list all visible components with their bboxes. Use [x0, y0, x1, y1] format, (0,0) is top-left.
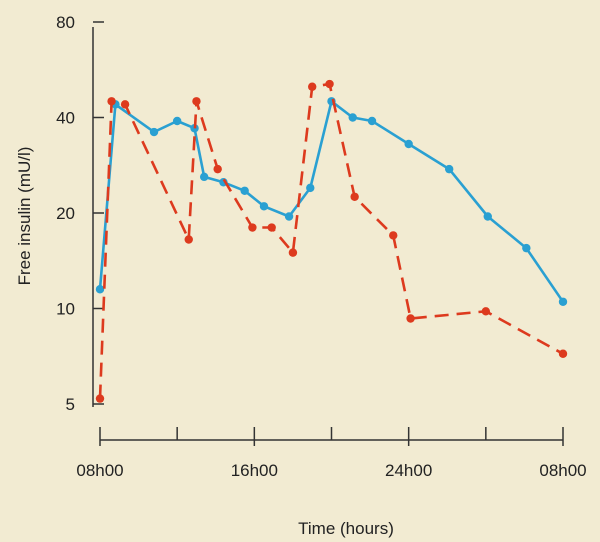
- data-point: [240, 186, 249, 195]
- data-point: [325, 79, 334, 89]
- data-point: [213, 164, 222, 174]
- data-point: [483, 212, 492, 221]
- data-point: [95, 394, 105, 403]
- data-point: [184, 235, 193, 244]
- data-point: [267, 223, 276, 232]
- y-axis: 5 10 20 40 80: [56, 13, 104, 414]
- y-tick-label: 5: [66, 395, 75, 414]
- x-tick-label: 08h00: [539, 461, 586, 480]
- x-axis-title: Time (hours): [298, 519, 394, 538]
- data-point: [172, 116, 182, 126]
- y-tick-label: 10: [56, 300, 75, 319]
- y-tick-label: 20: [56, 204, 75, 223]
- x-tick-label: 24h00: [385, 461, 432, 480]
- data-point: [95, 285, 105, 294]
- data-point: [558, 297, 568, 306]
- data-point: [389, 231, 398, 240]
- data-point: [367, 116, 377, 126]
- data-point: [444, 164, 454, 174]
- y-tick-label: 80: [56, 13, 75, 32]
- data-point: [404, 139, 413, 149]
- data-point: [107, 97, 116, 106]
- data-point: [248, 223, 257, 232]
- data-point: [481, 307, 491, 316]
- y-axis-title: Free insulin (mU/l): [15, 147, 34, 286]
- x-tick-label: 16h00: [231, 461, 278, 480]
- x-axis: 08h00 16h00 24h00 08h00: [76, 427, 587, 480]
- data-point: [149, 127, 159, 137]
- series-line: [98, 82, 564, 399]
- data-point: [306, 183, 315, 193]
- data-point: [259, 202, 269, 211]
- data-point: [406, 314, 415, 323]
- series-solid: [95, 97, 568, 306]
- data-point: [558, 349, 568, 358]
- data-point: [192, 97, 201, 106]
- series-layer: [95, 79, 568, 403]
- data-point: [199, 172, 209, 182]
- data-point: [522, 243, 531, 253]
- data-point: [308, 82, 317, 91]
- x-tick-label: 08h00: [76, 461, 123, 480]
- data-point: [120, 100, 130, 109]
- data-point: [284, 212, 294, 221]
- series-dashed: [95, 79, 568, 403]
- data-point: [348, 113, 357, 122]
- data-point: [288, 248, 298, 257]
- y-tick-label: 40: [56, 109, 75, 128]
- data-point: [350, 192, 359, 201]
